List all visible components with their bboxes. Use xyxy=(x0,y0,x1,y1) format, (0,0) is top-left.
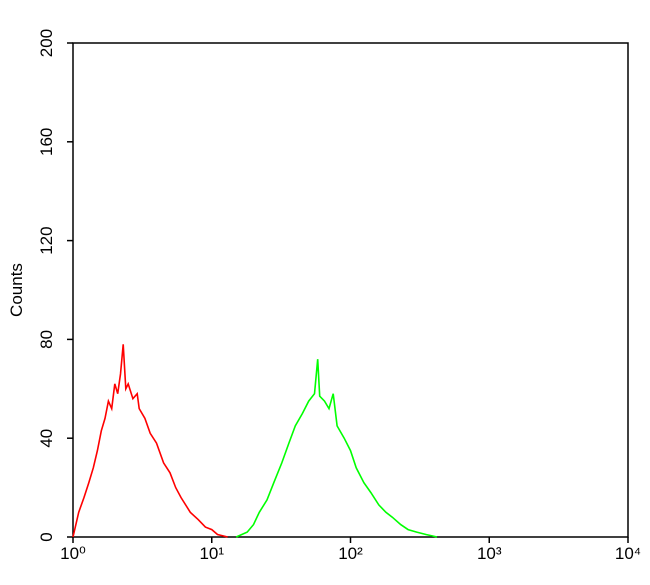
y-tick-label: 160 xyxy=(37,128,56,156)
y-tick-label: 40 xyxy=(37,429,56,448)
x-tick-label: 10⁰ xyxy=(60,544,86,563)
y-tick-label: 200 xyxy=(37,29,56,57)
plot-frame xyxy=(72,42,629,538)
x-tick-label: 10³ xyxy=(477,544,502,563)
y-axis-label: Counts xyxy=(7,263,26,317)
histogram-line xyxy=(72,344,228,538)
x-tick-label: 10⁴ xyxy=(615,544,641,563)
y-tick-label: 120 xyxy=(37,226,56,254)
x-tick-label: 10¹ xyxy=(199,544,224,563)
histogram-line xyxy=(235,359,438,538)
x-tick-label: 10² xyxy=(338,544,363,563)
y-tick-label: 0 xyxy=(37,532,56,541)
y-tick-label: 80 xyxy=(37,330,56,349)
